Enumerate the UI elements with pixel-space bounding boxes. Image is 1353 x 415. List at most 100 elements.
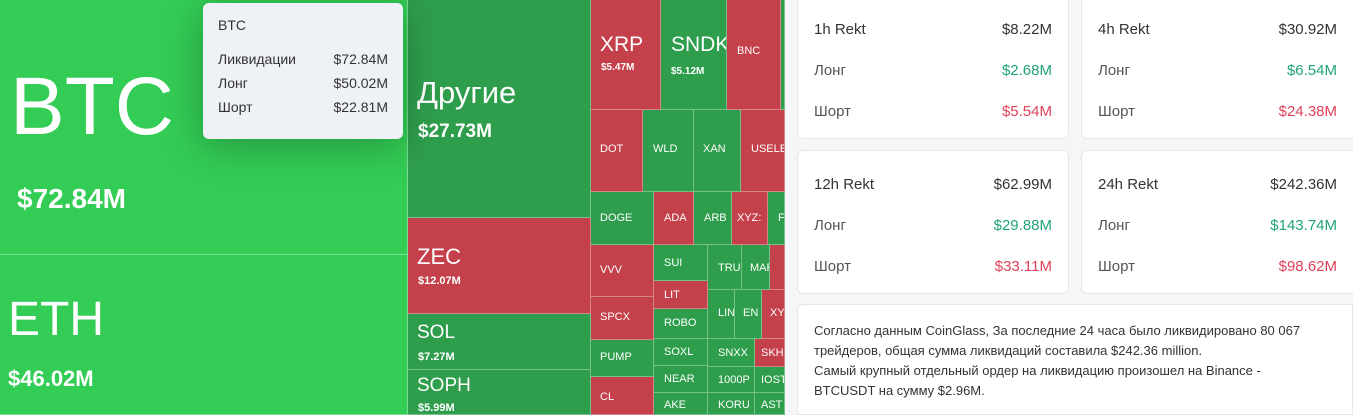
tile-edge-b[interactable] bbox=[770, 245, 785, 290]
tile-other[interactable]: Другие $27.73M bbox=[408, 0, 591, 218]
tile-iost[interactable]: IOST bbox=[755, 367, 785, 393]
tile-value: $7.27M bbox=[418, 351, 455, 363]
tile-spcx[interactable]: SPCX bbox=[591, 297, 654, 340]
tile-wld[interactable]: WLD bbox=[643, 110, 694, 192]
summary-line: BTCUSDT на сумму $2.96M. bbox=[814, 383, 985, 398]
stat-card-4h: 4h Rekt $30.92M Лонг $6.54M Шорт $24.38M bbox=[1081, 0, 1353, 139]
tile-value: $5.12M bbox=[671, 66, 705, 77]
tile-soph[interactable]: SOPH $5.99M bbox=[408, 370, 591, 415]
tile-symbol: ARB bbox=[704, 212, 727, 224]
tile-lit[interactable]: LIT bbox=[654, 281, 708, 309]
tile-symbol: SKH bbox=[761, 347, 784, 359]
card-long-row: Лонг $6.54M bbox=[1098, 62, 1337, 79]
card-title: 1h Rekt bbox=[814, 21, 866, 38]
tile-snxx[interactable]: SNXX bbox=[708, 339, 755, 367]
tile-symbol: ZEC bbox=[417, 244, 461, 269]
tile-symbol: CL bbox=[600, 391, 615, 403]
tile-eth[interactable]: ETH $46.02M bbox=[0, 255, 408, 415]
tile-symbol: USELE bbox=[751, 143, 785, 155]
card-short-row: Шорт $24.38M bbox=[1098, 103, 1337, 120]
tile-sol[interactable]: SOL $7.27M bbox=[408, 314, 591, 370]
tile-symbol: SNXX bbox=[718, 347, 748, 359]
tile-ake[interactable]: AKE bbox=[654, 393, 708, 415]
tile-symbol: ETH bbox=[8, 293, 104, 346]
long-label: Лонг bbox=[1098, 217, 1130, 234]
tile-sndk[interactable]: SNDK $5.12M bbox=[661, 0, 727, 110]
short-value: $24.38M bbox=[1278, 103, 1337, 120]
tile-tru[interactable]: TRU bbox=[708, 245, 742, 290]
tile-symbol: LIN bbox=[718, 307, 735, 319]
tile-sui[interactable]: SUI bbox=[654, 245, 708, 281]
tile-symbol: IOST bbox=[761, 374, 785, 386]
tile-xyz[interactable]: XYZ: bbox=[732, 192, 768, 245]
tooltip-row-liquidations: Ликвидации $72.84M bbox=[218, 51, 388, 67]
tile-usele[interactable]: USELE bbox=[741, 110, 785, 192]
tile-cl[interactable]: CL bbox=[591, 377, 654, 415]
tile-soxl[interactable]: SOXL bbox=[654, 339, 708, 366]
tile-symbol: SOPH bbox=[417, 375, 471, 396]
tooltip-label: Шорт bbox=[218, 99, 253, 115]
treemap-tooltip: BTC Ликвидации $72.84M Лонг $50.02M Шорт… bbox=[203, 3, 403, 139]
long-value: $29.88M bbox=[993, 217, 1052, 234]
stat-card-24h: 24h Rekt $242.36M Лонг $143.74M Шорт $98… bbox=[1081, 150, 1353, 294]
tile-robo[interactable]: ROBO bbox=[654, 309, 708, 339]
card-long-row: Лонг $29.88M bbox=[814, 217, 1052, 234]
tile-symbol: MAF bbox=[750, 262, 769, 274]
tile-dot[interactable]: DOT bbox=[591, 110, 643, 192]
tile-symbol: KORU bbox=[718, 399, 750, 411]
tile-xan[interactable]: XAN bbox=[694, 110, 741, 192]
tile-zec[interactable]: ZEC $12.07M bbox=[408, 218, 591, 314]
summary-line: трейдеров, общая сумма ликвидаций состав… bbox=[814, 343, 1203, 358]
tile-value: $72.84M bbox=[17, 183, 126, 214]
tile-vvv[interactable]: VVV bbox=[591, 245, 654, 297]
tile-ast[interactable]: AST bbox=[755, 393, 785, 415]
tile-xrp[interactable]: XRP $5.47M bbox=[591, 0, 661, 110]
tile-symbol: DOT bbox=[600, 143, 624, 155]
short-label: Шорт bbox=[814, 103, 851, 120]
tile-skh[interactable]: SKH bbox=[755, 339, 785, 367]
tile-ada[interactable]: ADA bbox=[654, 192, 694, 245]
tooltip-label: Ликвидации bbox=[218, 51, 297, 67]
tile-symbol: SNDK bbox=[671, 33, 727, 56]
tile-symbol: EN bbox=[743, 307, 759, 319]
short-value: $5.54M bbox=[1001, 103, 1052, 120]
tile-lin[interactable]: LIN bbox=[708, 290, 735, 339]
card-total: $30.92M bbox=[1278, 21, 1337, 38]
tile-edge-a[interactable] bbox=[781, 0, 785, 110]
tile-symbol: LIT bbox=[664, 289, 680, 301]
tile-mar[interactable]: MAF bbox=[742, 245, 770, 290]
tile-symbol: PUMP bbox=[600, 351, 632, 363]
tile-f[interactable]: F bbox=[768, 192, 785, 245]
tile-value: $12.07M bbox=[418, 275, 461, 287]
card-short-row: Шорт $5.54M bbox=[814, 103, 1052, 120]
card-short-row: Шорт $98.62M bbox=[1098, 258, 1337, 275]
tile-symbol: XRP bbox=[600, 33, 644, 56]
tile-symbol: WLD bbox=[653, 143, 678, 155]
tile-symbol: XYZ: bbox=[737, 212, 762, 224]
tile-symbol: DOGE bbox=[600, 212, 633, 224]
tile-pump[interactable]: PUMP bbox=[591, 340, 654, 377]
tile-symbol: SUI bbox=[664, 257, 683, 269]
tile-value: $5.47M bbox=[601, 62, 635, 73]
tile-symbol: F bbox=[778, 212, 785, 224]
tile-symbol: AKE bbox=[664, 399, 687, 411]
tooltip-label: Лонг bbox=[218, 75, 248, 91]
tile-koru[interactable]: KORU bbox=[708, 393, 755, 415]
card-title: 12h Rekt bbox=[814, 176, 875, 193]
tile-1000p[interactable]: 1000P bbox=[708, 367, 755, 393]
tile-xy[interactable]: XY bbox=[762, 290, 785, 339]
tile-doge[interactable]: DOGE bbox=[591, 192, 654, 245]
card-header: 24h Rekt $242.36M bbox=[1098, 176, 1337, 193]
tile-bnc[interactable]: BNC bbox=[727, 0, 781, 110]
tile-near[interactable]: NEAR bbox=[654, 366, 708, 393]
long-label: Лонг bbox=[1098, 62, 1130, 79]
tooltip-value: $22.81M bbox=[333, 99, 388, 115]
card-title: 4h Rekt bbox=[1098, 21, 1150, 38]
tile-symbol: BTC bbox=[10, 61, 174, 152]
long-value: $143.74M bbox=[1270, 217, 1337, 234]
tile-symbol: 1000P bbox=[718, 374, 750, 386]
tile-en[interactable]: EN bbox=[735, 290, 762, 339]
tile-value: $5.99M bbox=[418, 402, 455, 414]
tile-arb[interactable]: ARB bbox=[694, 192, 732, 245]
summary-line: Самый крупный отдельный ордер на ликвида… bbox=[814, 363, 1261, 378]
